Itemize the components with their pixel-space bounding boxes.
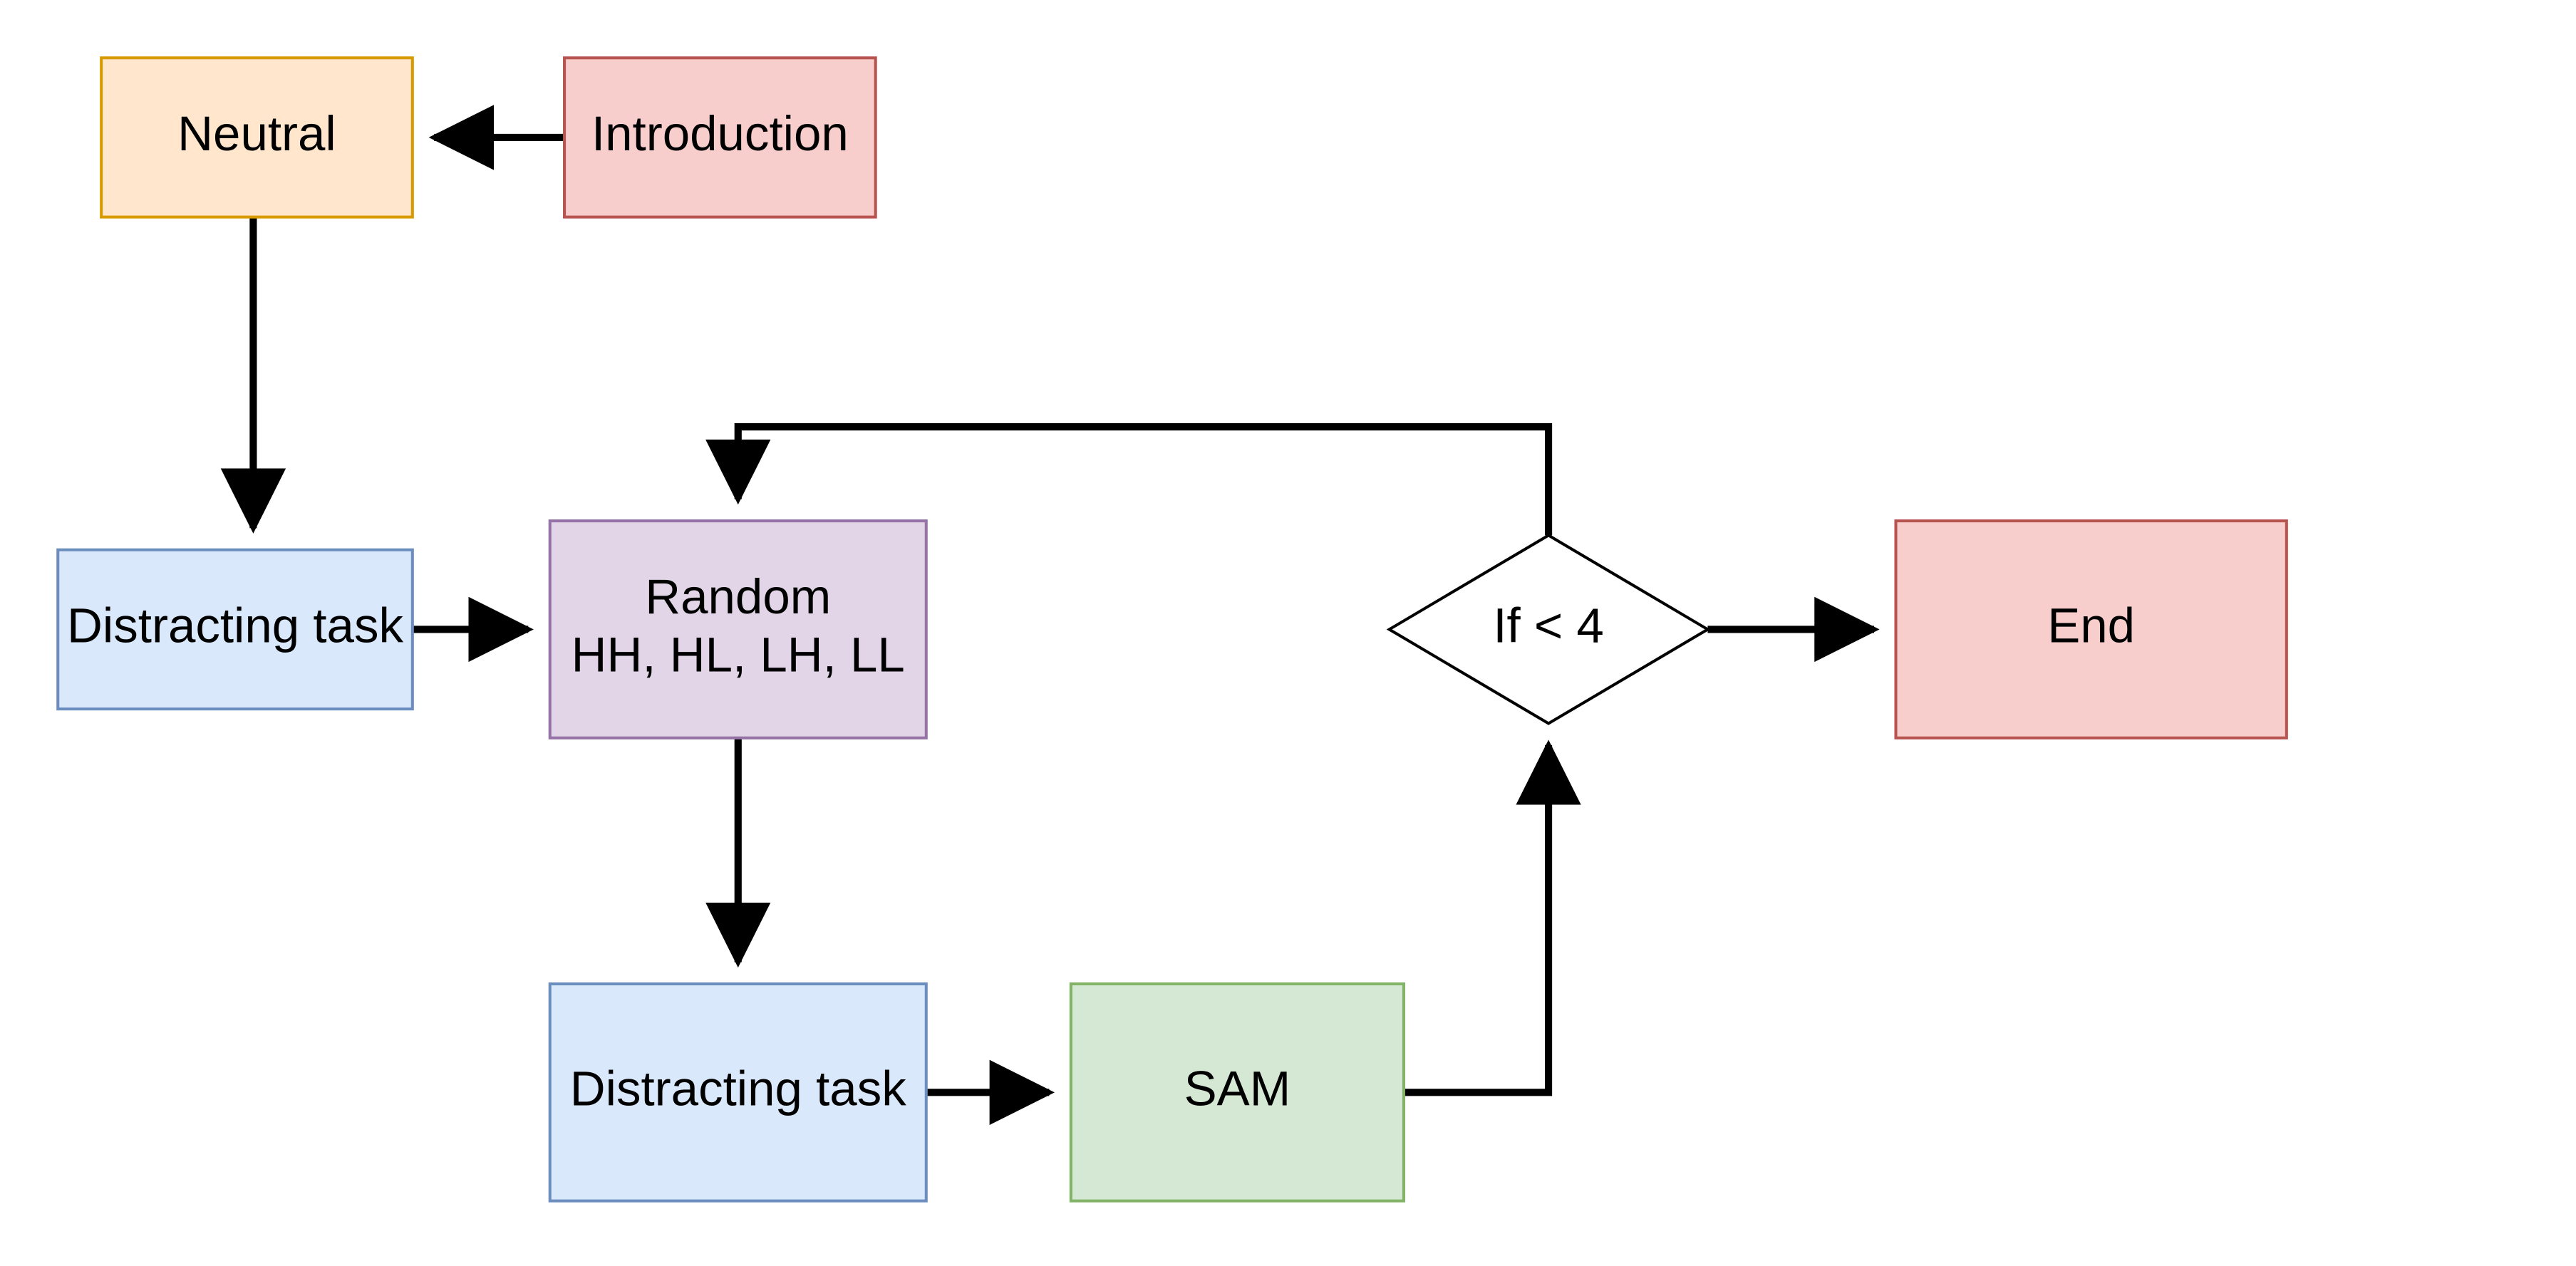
node-end-label: End: [2047, 598, 2135, 653]
node-neutral-label: Neutral: [177, 105, 336, 161]
node-introduction: Introduction: [564, 58, 876, 217]
node-random-label2: HH, HL, LH, LL: [571, 626, 905, 682]
edge-sam_to_decision: [1404, 745, 1548, 1092]
node-introduction-label: Introduction: [591, 105, 849, 161]
node-distract1-label: Distracting task: [67, 598, 403, 653]
node-distract2-label: Distracting task: [570, 1061, 906, 1116]
node-distract2: Distracting task: [550, 984, 926, 1201]
node-decision-label: If < 4: [1493, 598, 1603, 653]
node-random-label: Random: [645, 569, 831, 624]
nodes-layer: Neutral Introduction Distracting task Rando…: [58, 58, 2287, 1200]
node-decision: If < 4: [1390, 535, 1708, 723]
node-sam-label: SAM: [1184, 1061, 1291, 1116]
node-neutral: Neutral: [101, 58, 413, 217]
node-sam: SAM: [1071, 984, 1404, 1201]
node-end: End: [1895, 521, 2286, 738]
edge-decision_to_random: [738, 427, 1548, 535]
node-distract1: Distracting task: [58, 550, 413, 709]
node-random: RandomHH, HL, LH, LL: [550, 521, 926, 738]
flowchart-canvas: Neutral Introduction Distracting task Rando…: [0, 0, 2576, 1266]
